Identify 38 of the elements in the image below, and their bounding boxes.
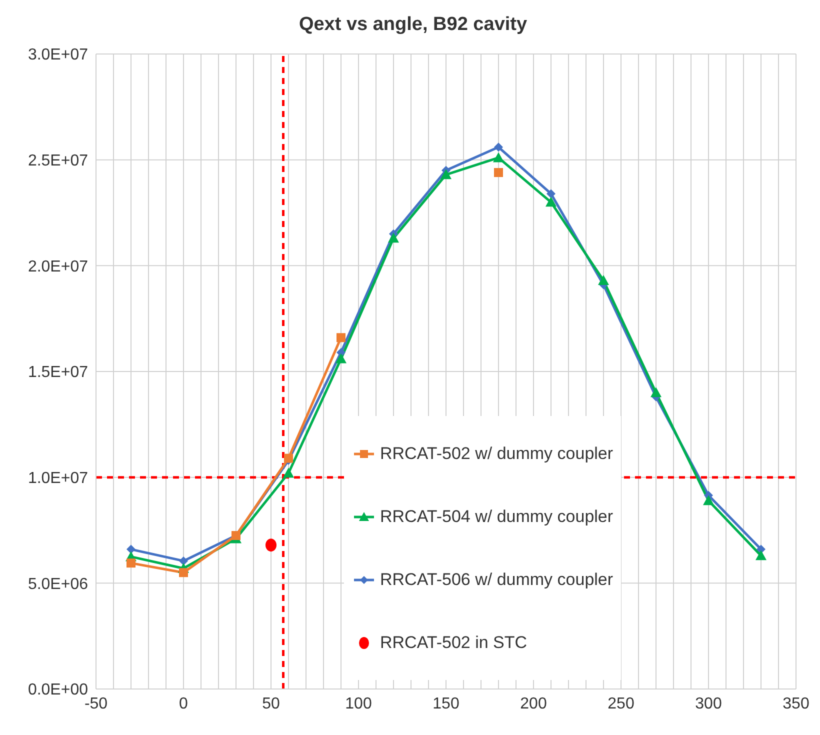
x-tick-label: 250 (608, 695, 634, 712)
point (283, 468, 294, 478)
y-tick-label: 1.0E+07 (28, 470, 88, 488)
point (650, 387, 662, 398)
point (546, 196, 556, 207)
point (388, 232, 399, 243)
x-tick-label: 150 (432, 695, 460, 712)
point (493, 152, 504, 162)
point (703, 495, 714, 506)
legend-label: RRCAT-502 w/ dummy coupler (380, 444, 614, 464)
point (266, 538, 276, 552)
x-tick-label: 50 (262, 695, 280, 712)
legend-label: RRCAT-504 w/ dummy coupler (380, 506, 614, 526)
point (494, 142, 503, 152)
x-tick-label: 100 (345, 695, 372, 712)
point (336, 353, 346, 364)
point (598, 274, 609, 285)
legend-label: RRCAT-502 in STC (380, 632, 528, 652)
point (126, 558, 136, 568)
point (756, 550, 766, 560)
x-tick-label: 350 (782, 695, 810, 712)
point (179, 568, 188, 578)
point (494, 168, 503, 178)
y-tick-label: 1.5E+07 (28, 364, 88, 382)
point (440, 169, 452, 180)
y-tick-label: 5.0E+06 (28, 576, 88, 593)
x-tick-label: 300 (695, 695, 722, 712)
chart-title: Qext vs angle, B92 cavity (298, 13, 528, 37)
point (336, 333, 346, 342)
y-tick-label: 2.5E+07 (28, 152, 88, 170)
point (179, 556, 188, 566)
y-tick-label: 2.0E+07 (28, 258, 88, 276)
point (126, 544, 136, 554)
x-tick-label: 0 (179, 695, 188, 712)
x-tick-label: 200 (520, 695, 547, 712)
y-tick-label: 3.0E+07 (28, 46, 88, 64)
legend-label: RRCAT-506 w/ dummy coupler (380, 570, 614, 590)
point (546, 189, 556, 198)
